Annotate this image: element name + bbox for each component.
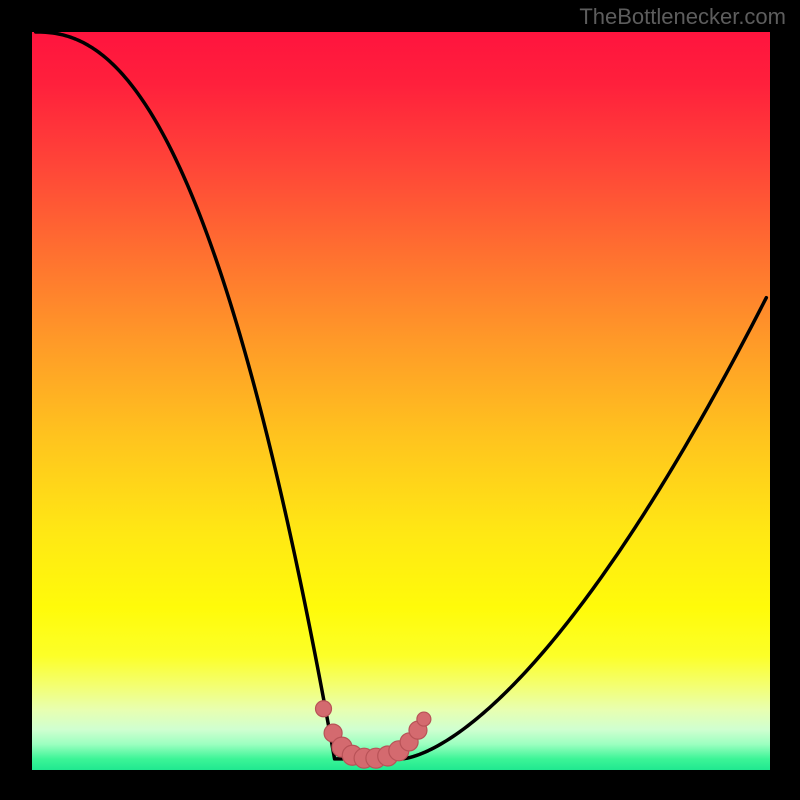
bottleneck-chart	[0, 0, 800, 800]
chart-heat-background	[32, 32, 770, 770]
trough-marker	[417, 712, 431, 726]
trough-marker	[316, 701, 332, 717]
watermark-text: TheBottlenecker.com	[579, 4, 786, 30]
